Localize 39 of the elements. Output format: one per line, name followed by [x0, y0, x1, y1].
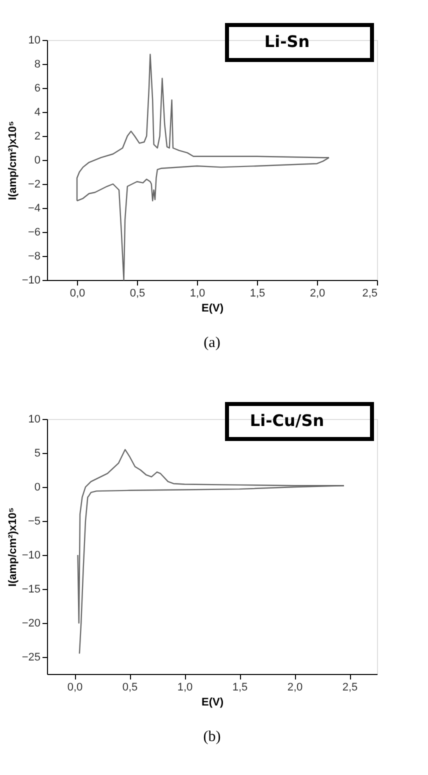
y-tick-label: 6: [34, 82, 40, 94]
y-tick-label: 5: [34, 448, 40, 460]
y-tick-label: 2: [34, 130, 40, 142]
x-tick-label: 0,0: [67, 682, 83, 694]
x-axis-title: E(V): [202, 302, 224, 314]
y-tick-label: 0: [34, 482, 40, 494]
x-tick-label: 1,0: [177, 682, 193, 694]
y-tick-label: −10: [22, 550, 40, 562]
text: (b): [203, 729, 221, 745]
y-tick-label: −20: [22, 618, 40, 630]
y-tick-label: −5: [28, 516, 40, 528]
x-tick-label: 0,0: [70, 288, 86, 300]
y-tick-label: −15: [22, 584, 40, 596]
y-tick-label: 10: [28, 34, 40, 46]
x-tick-label: 2,5: [362, 288, 378, 300]
chart-title: Li-Cu/Sn: [250, 411, 324, 430]
x-tick-label: 2,0: [310, 288, 326, 300]
x-tick-label: 1,5: [250, 288, 266, 300]
x-axis-title: E(V): [202, 696, 224, 708]
y-tick-label: −25: [22, 652, 40, 664]
y-axis-title: I(amp/cm²)x10⁵: [6, 507, 19, 587]
y-tick-label: 0: [34, 154, 40, 166]
y-tick-label: −4: [28, 202, 40, 214]
y-tick-label: 10: [28, 414, 40, 426]
y-tick-label: −8: [28, 250, 40, 262]
text: (a): [204, 335, 220, 351]
chart-title: Li-Sn: [264, 32, 310, 51]
x-tick-label: 0,5: [130, 288, 146, 300]
y-tick-label: −10: [22, 274, 40, 286]
y-tick-label: −6: [28, 226, 40, 238]
y-axis-title: I(amp/cm²)x10⁵: [6, 120, 19, 200]
y-tick-label: −2: [28, 178, 40, 190]
y-tick-label: 8: [34, 58, 40, 70]
x-tick-label: 2,5: [342, 682, 358, 694]
x-tick-label: 1,5: [232, 682, 248, 694]
y-tick-label: 4: [34, 106, 40, 118]
x-tick-label: 0,5: [122, 682, 138, 694]
x-tick-label: 1,0: [190, 288, 206, 300]
x-tick-label: 2,0: [287, 682, 303, 694]
